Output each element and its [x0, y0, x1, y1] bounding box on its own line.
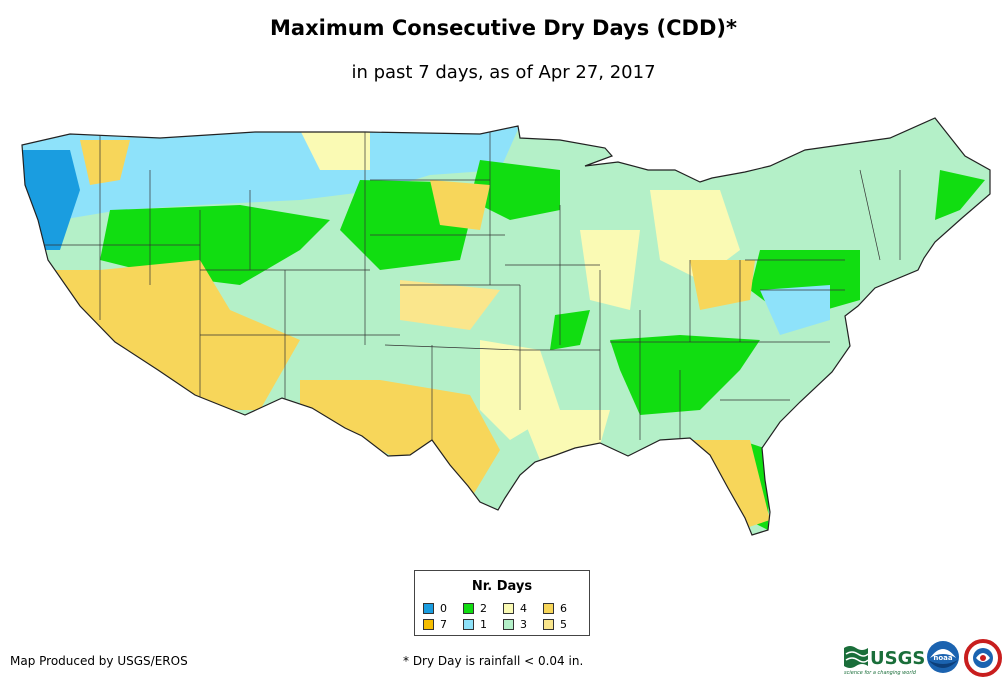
usgs-logo: USGS science for a changing world — [844, 646, 925, 676]
legend-item: 7 — [423, 618, 463, 631]
legend-label: 1 — [480, 618, 487, 631]
legend-item: 6 — [543, 602, 583, 615]
legend-swatch — [503, 619, 514, 630]
noaa-logo-text: noaa — [933, 654, 953, 662]
legend: Nr. Days 0 2 4 6 7 1 3 — [414, 570, 590, 636]
legend-swatch — [463, 619, 474, 630]
legend-label: 5 — [560, 618, 567, 631]
legend-grid: 0 2 4 6 7 1 3 5 — [423, 602, 583, 631]
usgs-logo-text: USGS — [870, 648, 925, 669]
legend-item: 0 — [423, 602, 463, 615]
usgs-tagline: science for a changing world — [844, 670, 917, 676]
footnote-text: * Dry Day is rainfall < 0.04 in. — [403, 654, 584, 668]
legend-label: 2 — [480, 602, 487, 615]
map-subtitle: in past 7 days, as of Apr 27, 2017 — [351, 62, 656, 83]
legend-swatch — [463, 603, 474, 614]
noaa-logo: noaa — [927, 641, 959, 673]
legend-swatch — [423, 603, 434, 614]
agency-logos: USGS science for a changing world noaa — [844, 639, 1002, 677]
us-dry-days-map — [21, 117, 991, 536]
credit-text: Map Produced by USGS/EROS — [10, 654, 188, 668]
legend-item: 5 — [543, 618, 583, 631]
map-title: Maximum Consecutive Dry Days (CDD)* — [270, 16, 737, 40]
legend-item: 1 — [463, 618, 503, 631]
legend-label: 4 — [520, 602, 527, 615]
legend-item: 2 — [463, 602, 503, 615]
legend-swatch — [503, 603, 514, 614]
legend-label: 6 — [560, 602, 567, 615]
legend-title: Nr. Days — [471, 579, 533, 594]
legend-label: 3 — [520, 618, 527, 631]
legend-swatch — [543, 619, 554, 630]
nws-logo — [964, 639, 1002, 677]
legend-swatch — [423, 619, 434, 630]
legend-item: 3 — [503, 618, 543, 631]
legend-label: 0 — [440, 602, 447, 615]
legend-swatch — [543, 603, 554, 614]
legend-item: 4 — [503, 602, 543, 615]
legend-label: 7 — [440, 618, 447, 631]
